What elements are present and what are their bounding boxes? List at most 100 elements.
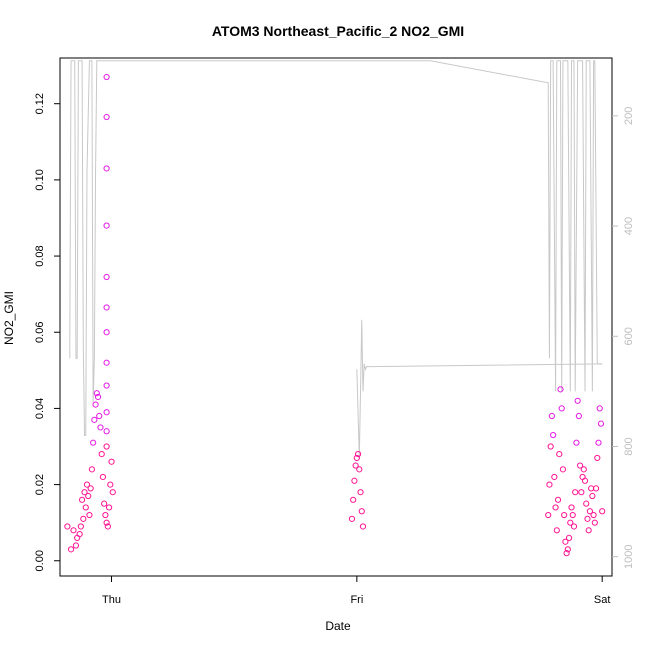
data-point: [586, 508, 594, 515]
data-point: [108, 458, 115, 465]
data-point: [97, 424, 104, 431]
data-point: [589, 492, 596, 500]
data-point: [359, 523, 367, 530]
data-point: [545, 511, 552, 519]
data-point: [599, 508, 606, 515]
data-point: [87, 485, 94, 492]
data-point: [573, 439, 580, 446]
data-point: [570, 523, 578, 530]
right-y-tick-label: 800: [623, 437, 635, 455]
data-point: [103, 73, 110, 81]
data-point: [70, 527, 77, 534]
data-point: [552, 504, 559, 511]
data-point: [595, 439, 602, 446]
data-point: [591, 519, 598, 526]
data-point: [561, 511, 568, 519]
data-point: [350, 496, 357, 503]
x-axis-label: Date: [325, 619, 351, 633]
data-point: [568, 504, 575, 511]
data-point: [354, 451, 362, 458]
data-point: [569, 511, 576, 519]
y-axis-label: NO2_GMI: [2, 291, 16, 345]
data-point: [107, 481, 114, 488]
data-point: [81, 489, 88, 496]
data-point: [590, 511, 597, 519]
data-point: [580, 466, 587, 473]
right-y-tick-label: 600: [623, 327, 635, 345]
data-point: [109, 489, 116, 496]
data-point: [103, 519, 110, 526]
data-point: [102, 511, 109, 519]
data-point: [578, 489, 585, 496]
data-point: [550, 431, 557, 439]
data-point: [563, 550, 570, 557]
data-point: [103, 359, 110, 366]
x-tick-label: Fri: [350, 594, 363, 606]
data-point: [351, 477, 358, 484]
pressure-line-1: [356, 319, 603, 458]
data-point: [76, 531, 83, 538]
data-point: [352, 462, 359, 469]
data-point: [103, 165, 110, 172]
data-point: [103, 273, 110, 281]
x-tick-label: Sat: [594, 594, 611, 606]
y-tick-label: 0.10: [34, 169, 46, 190]
y-tick-label: 0.12: [34, 93, 46, 114]
data-point: [575, 412, 582, 420]
data-point: [583, 500, 590, 507]
no2-points-layer: [64, 73, 606, 557]
data-point: [104, 523, 111, 530]
data-point: [103, 329, 110, 336]
data-point: [558, 405, 565, 412]
data-point: [103, 443, 110, 450]
data-point: [556, 451, 563, 458]
data-point: [88, 466, 95, 473]
data-point: [546, 481, 553, 488]
data-point: [105, 504, 113, 511]
data-point: [80, 515, 87, 522]
data-point: [78, 496, 86, 503]
data-point: [103, 113, 110, 121]
data-point: [562, 538, 569, 545]
y-tick-label: 0.06: [34, 322, 46, 343]
y-tick-label: 0.00: [34, 550, 46, 571]
data-point: [565, 534, 573, 542]
data-point: [91, 416, 98, 423]
data-point: [348, 515, 356, 522]
data-point: [574, 397, 581, 404]
data-point: [99, 473, 107, 481]
data-point: [567, 519, 574, 526]
data-point: [557, 386, 564, 393]
data-point: [98, 451, 105, 458]
data-point: [572, 489, 579, 496]
data-point: [64, 523, 71, 530]
data-point: [357, 489, 364, 496]
data-point: [548, 412, 555, 420]
x-tick-label: Thu: [102, 594, 121, 606]
data-point: [597, 420, 605, 427]
data-point: [103, 382, 110, 389]
data-point: [594, 454, 601, 462]
data-point: [103, 409, 110, 416]
data-point: [86, 511, 93, 519]
data-point: [90, 439, 97, 446]
data-point: [353, 454, 360, 462]
data-point: [101, 500, 108, 507]
data-point: [564, 546, 571, 553]
data-point: [82, 504, 89, 511]
data-point: [551, 473, 558, 481]
data-point: [584, 515, 591, 522]
axes-layer: 0.00 0.02 0.04 0.06 0.08 0.10 0.12 200 400 600 800…: [34, 57, 635, 606]
data-point: [577, 462, 584, 469]
data-point: [67, 546, 75, 553]
data-point: [83, 481, 91, 488]
data-point: [96, 412, 103, 420]
data-point: [559, 466, 567, 473]
data-point: [103, 428, 110, 435]
plot-frame: [59, 57, 613, 577]
data-point: [581, 477, 589, 484]
data-point: [92, 401, 99, 408]
data-point: [592, 485, 600, 492]
